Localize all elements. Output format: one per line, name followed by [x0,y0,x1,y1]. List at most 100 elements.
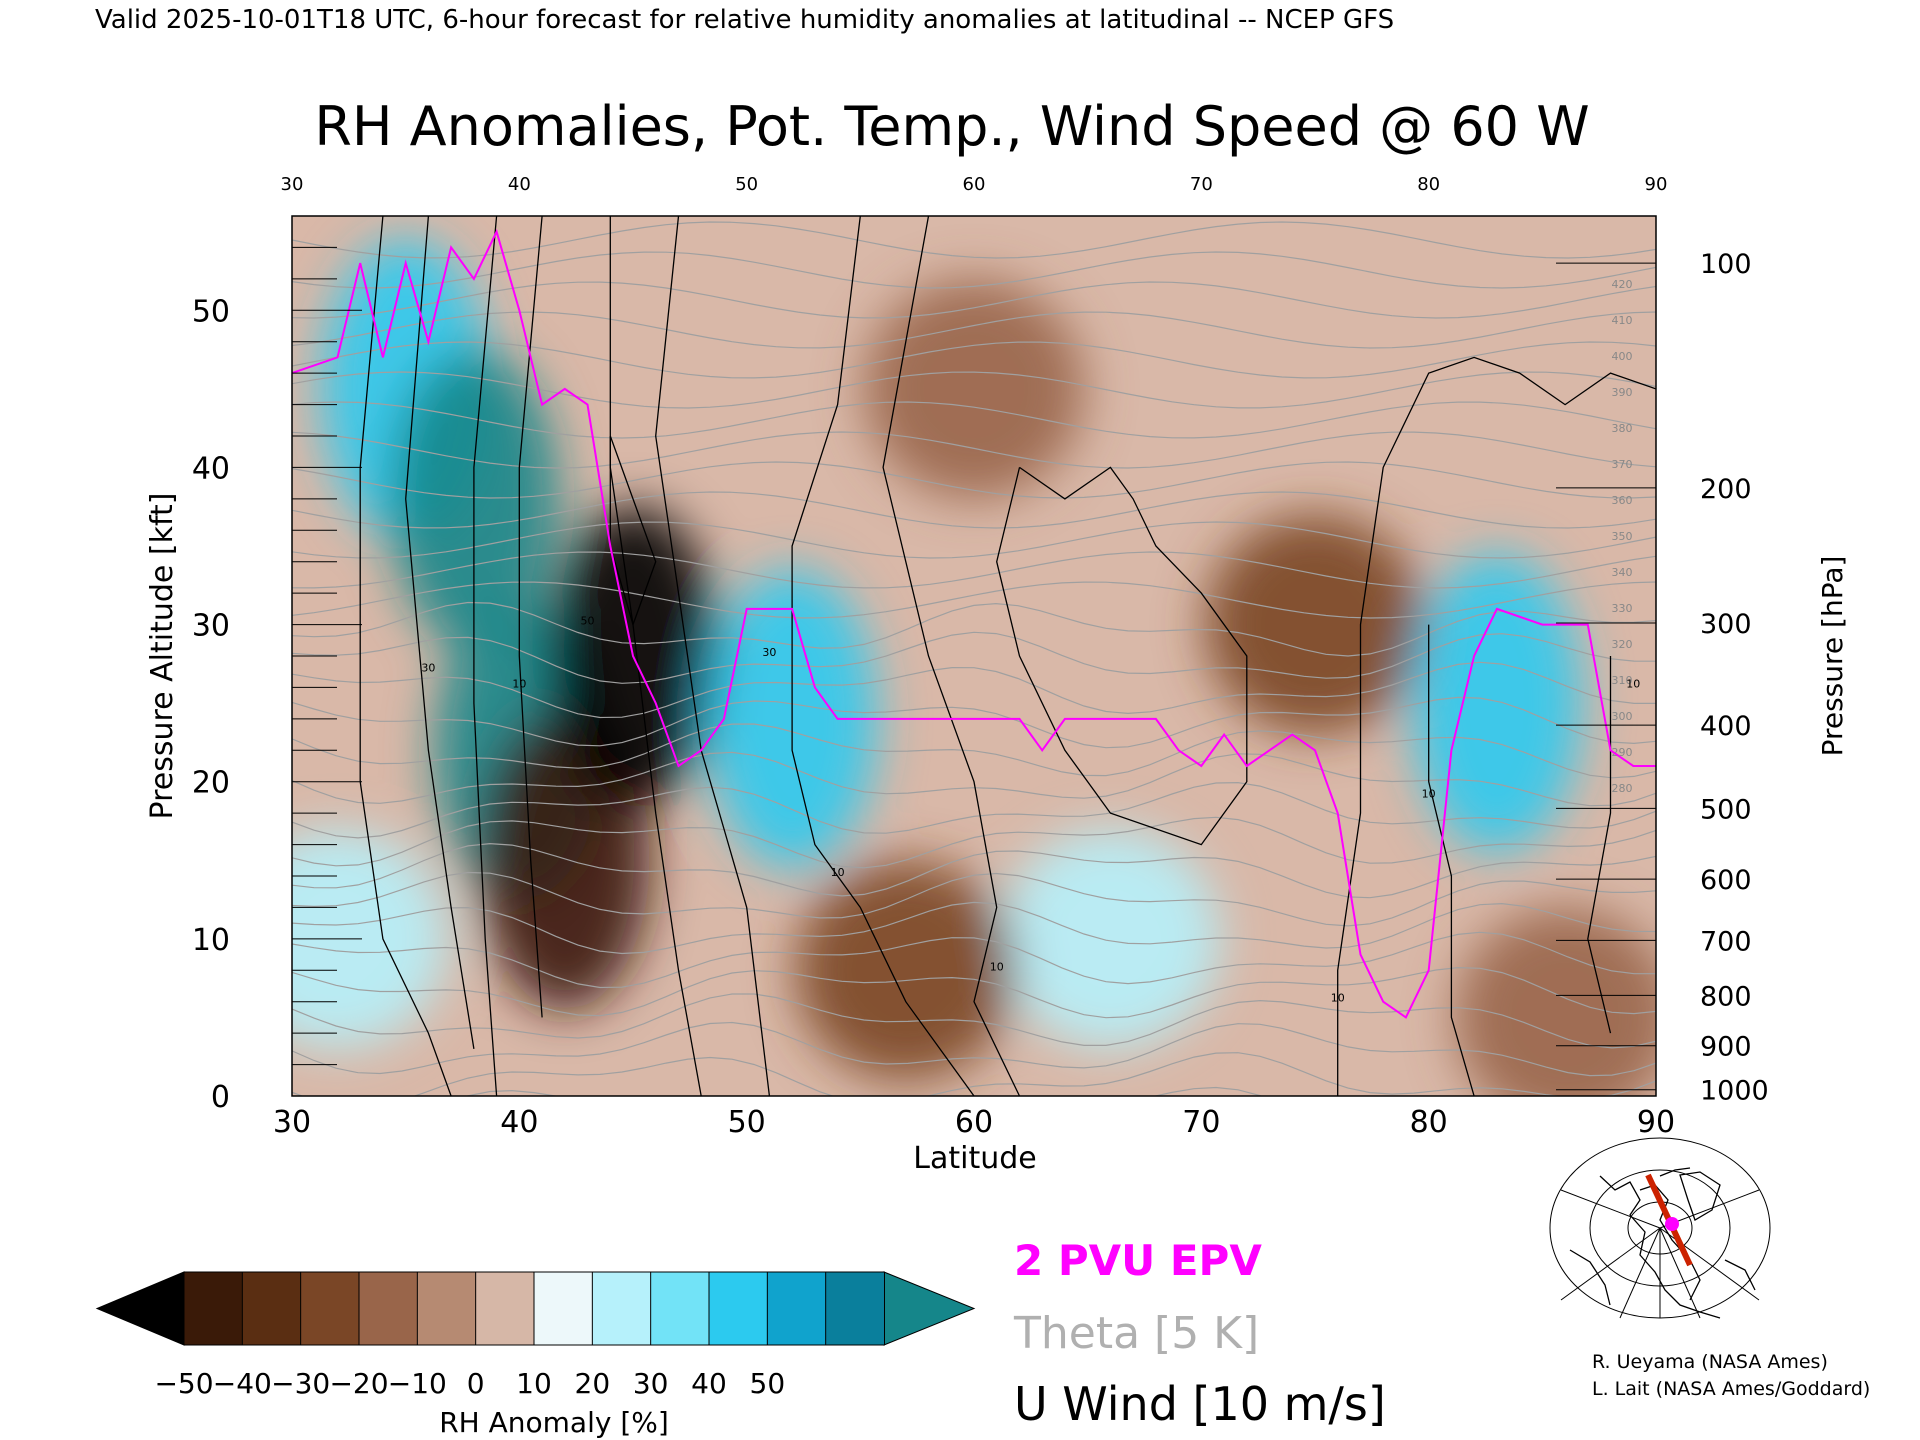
colorbar-swatch [241,1271,302,1346]
colorbar-swatch [533,1271,594,1346]
top-tick-label: 60 [963,174,986,195]
wind-contour-label: 30 [762,646,776,659]
theta-label: 340 [1612,566,1633,579]
pressure-tick-label: 100 [1700,249,1752,280]
top-tick-label: 90 [1645,174,1668,195]
pressure-tick-label: 900 [1700,1032,1752,1063]
colorbar-swatch [358,1271,419,1346]
wind-contour-label: 10 [831,866,845,879]
colorbar-tick-label: 50 [750,1367,786,1400]
x-tick-label: 90 [1637,1105,1675,1140]
colorbar-tick-label: 40 [691,1367,727,1400]
theta-label: 360 [1612,494,1633,507]
wind-contour-label: 10 [1422,787,1436,800]
top-tick-label: 30 [281,174,304,195]
theta-label: 380 [1612,422,1633,435]
colorbar-swatch [591,1271,652,1346]
colorbar-tick-label: 10 [516,1367,552,1400]
colorbar-tick-label: −30 [271,1367,330,1400]
pressure-tick-label: 1000 [1700,1076,1769,1107]
theta-contour [292,931,1656,989]
wind-contour [518,216,543,1018]
theta-contour [292,221,1656,259]
theta-contour [292,781,1656,839]
colorbar-swatch [300,1271,360,1346]
colorbar-tick-label: −10 [388,1367,447,1400]
colorbar-tick-label: −40 [213,1367,272,1400]
colorbar-over-arrow [883,1271,976,1346]
wind-contour [473,216,498,1096]
rh-blob [864,278,1084,499]
top-tick-label: 50 [735,174,758,195]
colorbar-label: RH Anomaly [%] [439,1406,669,1439]
theta-label: 330 [1612,602,1633,615]
pressure-tick-label: 300 [1700,609,1752,640]
y-tick-label: 20 [192,766,230,801]
wind-contour [1428,624,1475,1096]
top-axis: 30 40 50 60 70 80 90 [281,174,1668,195]
valid-time-line: Valid 2025-10-01T18 UTC, 6-hour forecast… [95,5,1394,35]
credit-line-1: R. Ueyama (NASA Ames) [1592,1351,1828,1373]
theta-contour [465,1086,1263,1096]
pressure-tick-label: 400 [1700,711,1752,742]
rh-blob [1411,553,1582,854]
wind-contour-label: 10 [1331,992,1345,1005]
colorbar-tick-label: 0 [467,1367,485,1400]
theta-contour [292,371,1656,409]
legend-entry: 2 PVU EPV [1014,1236,1262,1285]
theta-contour [292,401,1656,439]
pressure-axis-label: Pressure [hPa] [1816,556,1849,757]
u-wind-contours: 30 10 50 30 10 10 10 10 10 [359,216,1656,1096]
pv2-line [292,228,1656,1019]
rh-blob [292,828,448,1049]
colorbar-swatch [650,1271,711,1346]
y-tick-label: 40 [192,451,230,486]
top-tick-label: 40 [508,174,531,195]
rh-blob [1205,514,1425,735]
pressure-tick-label: 700 [1700,926,1752,957]
theta-contour [292,251,1656,289]
pressure-tick-label: 200 [1700,474,1752,505]
x-tick-label: 60 [955,1105,993,1140]
inset-coastlines [1569,1167,1756,1319]
x-axis-label: Latitude [913,1141,1036,1176]
y-axis: 0 10 20 30 40 50 [192,246,362,1115]
top-tick-label: 70 [1190,174,1213,195]
x-tick-label: 30 [273,1105,311,1140]
wind-contour [791,216,975,1096]
theta-contour [292,993,1656,1049]
wind-contour-label: 10 [990,960,1004,973]
theta-contour [292,816,1656,869]
theta-contour [292,281,1656,319]
rh-anomaly-field [292,238,1656,1096]
pv2-contour [292,228,1656,1019]
wind-contour-label: 50 [581,615,595,628]
wind-contour [1587,656,1612,1034]
x-tick-label: 40 [500,1105,538,1140]
theta-label: 300 [1612,710,1633,723]
pressure-tick-label: 600 [1700,865,1752,896]
top-tick-label: 80 [1417,174,1440,195]
pressure-tick-label: 500 [1700,794,1752,825]
colorbar-tick-label: 30 [633,1367,669,1400]
wind-contour [609,435,657,627]
wind-contour [882,216,1021,1096]
wind-contour-label: 10 [1626,677,1640,690]
inset-location-marker [1665,1217,1679,1231]
credit-line-2: L. Lait (NASA Ames/Goddard) [1592,1378,1871,1400]
theta-label: 410 [1612,314,1633,327]
wind-contour [609,216,702,1096]
colorbar-swatch [475,1271,535,1346]
location-inset-map [1549,1137,1771,1319]
colorbar-under-arrow [95,1271,185,1346]
legend: 2 PVU EPV Theta [5 K] U Wind [10 m/s] [1013,1236,1386,1431]
theta-label: 280 [1612,782,1633,795]
theta-contour [292,1021,1656,1077]
y-tick-label: 0 [211,1080,230,1115]
y-tick-label: 50 [192,294,230,329]
x-axis: 30 40 50 60 70 80 90 [273,1105,1675,1140]
theta-contour [292,842,1656,899]
colorbar-swatch [183,1271,244,1346]
theta-label: 350 [1612,530,1633,543]
pressure-axis: 100 200 300 400 500 600 700 800 900 1000 [1556,249,1769,1107]
